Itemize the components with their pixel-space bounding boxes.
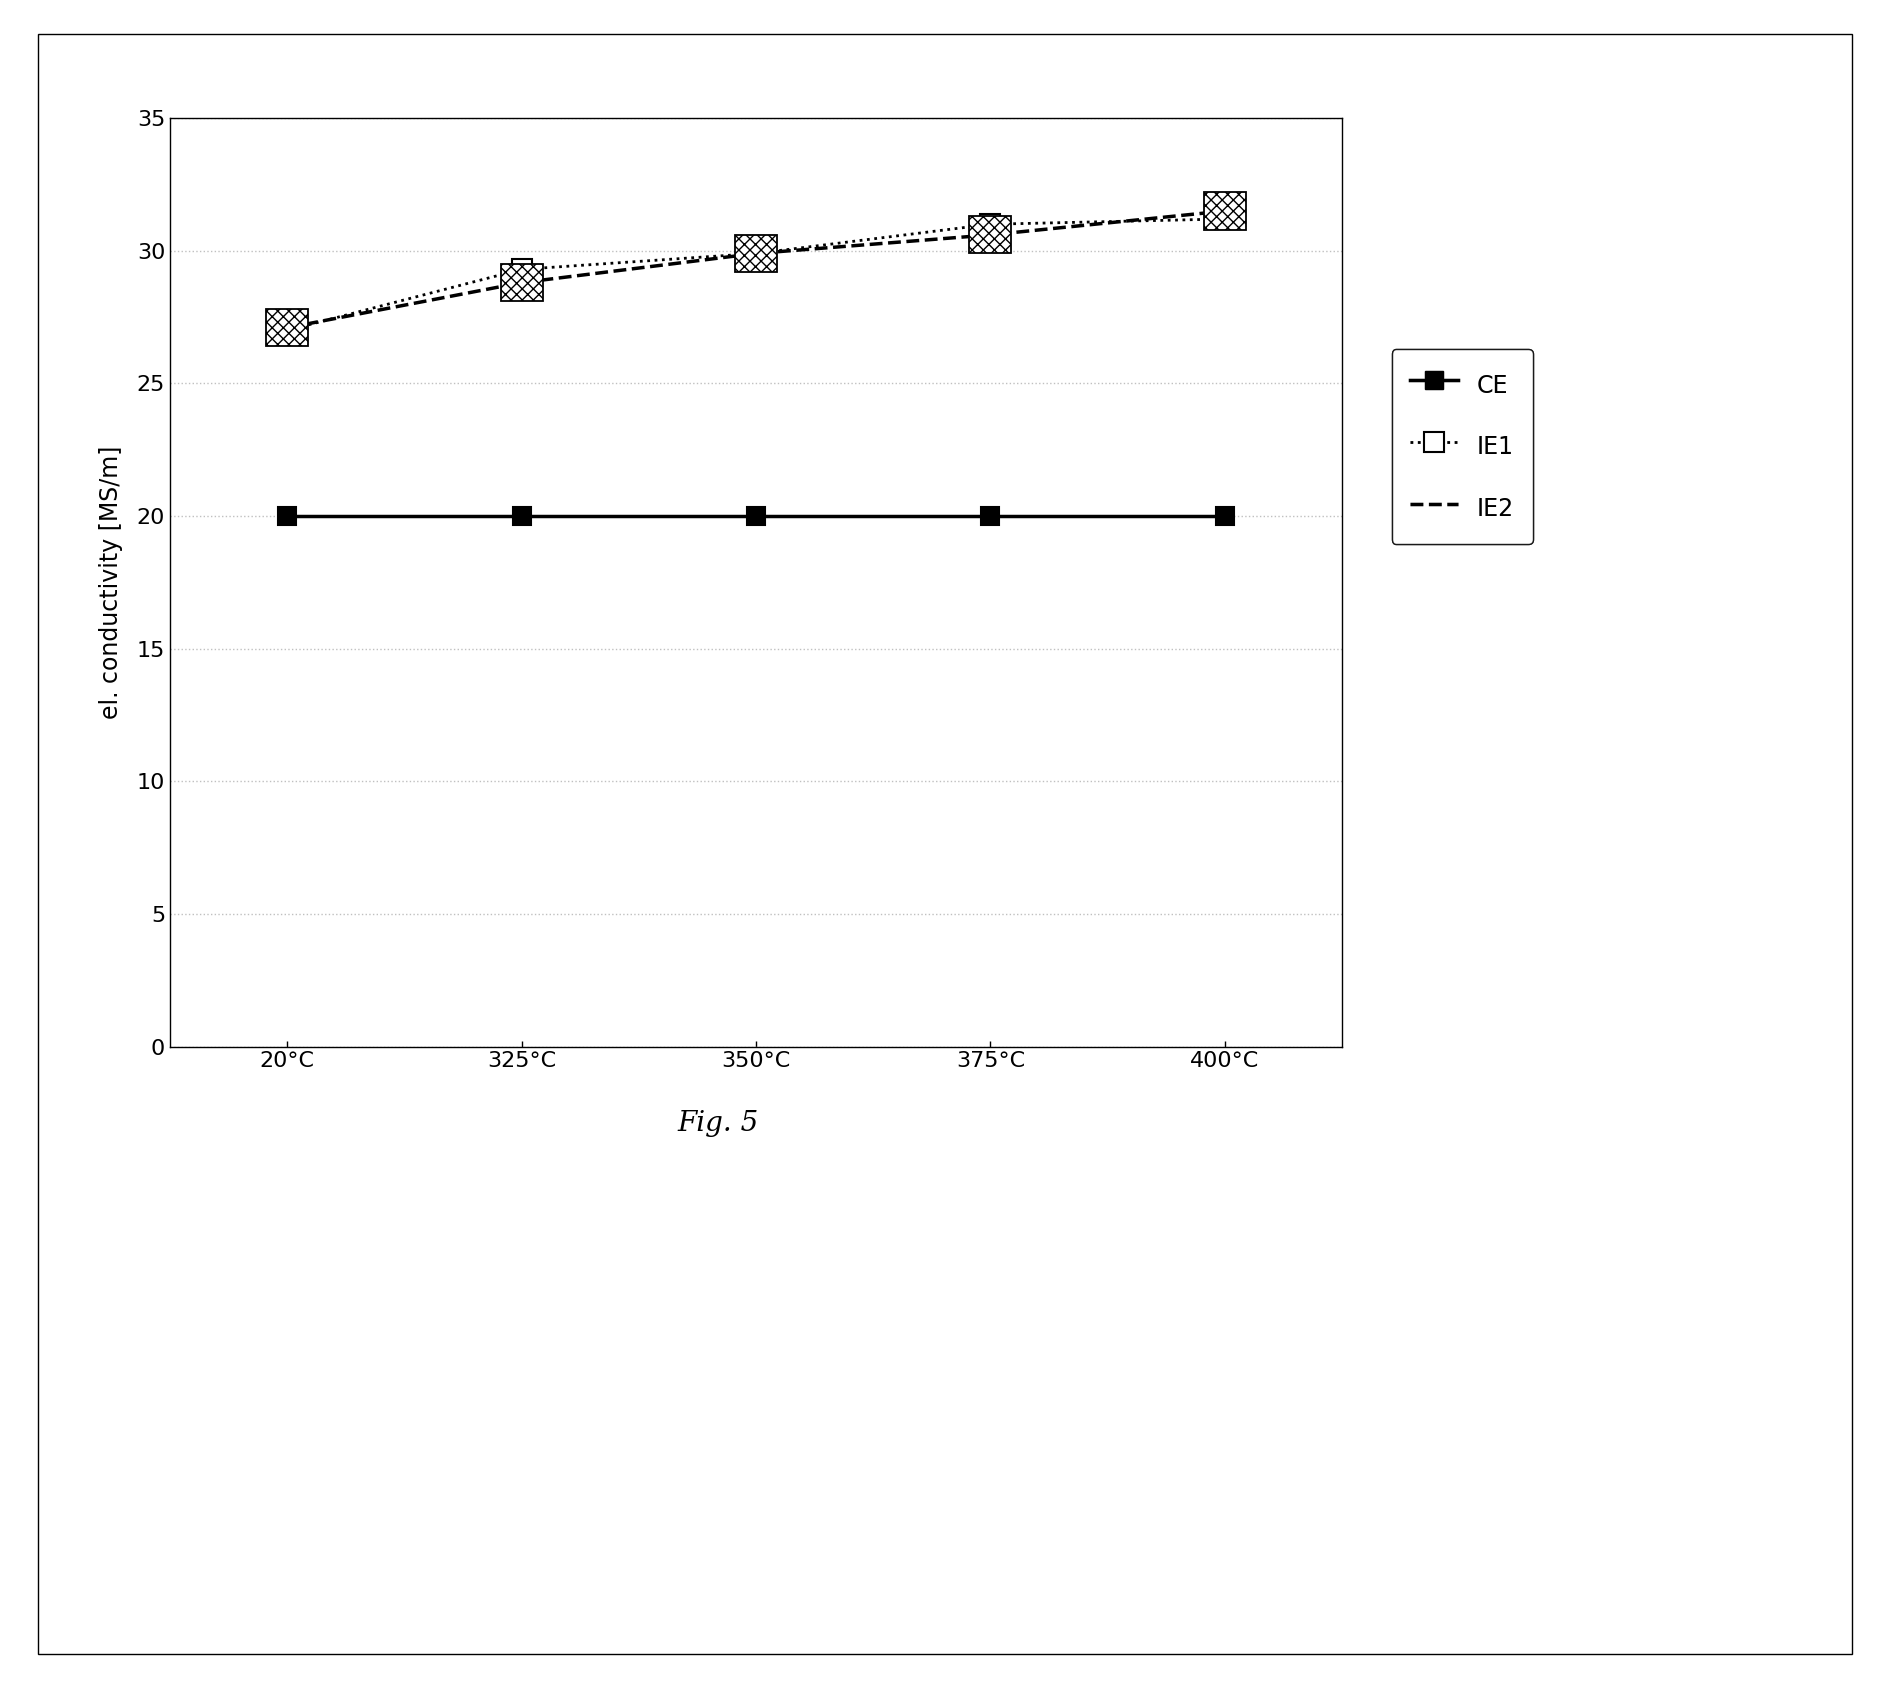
Text: Fig. 5: Fig. 5 [678, 1111, 757, 1138]
Legend: CE, IE1, IE2: CE, IE1, IE2 [1390, 349, 1532, 544]
Bar [501, 263, 542, 300]
Bar [1203, 192, 1245, 230]
Bar [266, 309, 308, 346]
Y-axis label: el. conductivity [MS/m]: el. conductivity [MS/m] [98, 446, 123, 719]
Bar [969, 216, 1011, 253]
Bar [735, 235, 776, 272]
